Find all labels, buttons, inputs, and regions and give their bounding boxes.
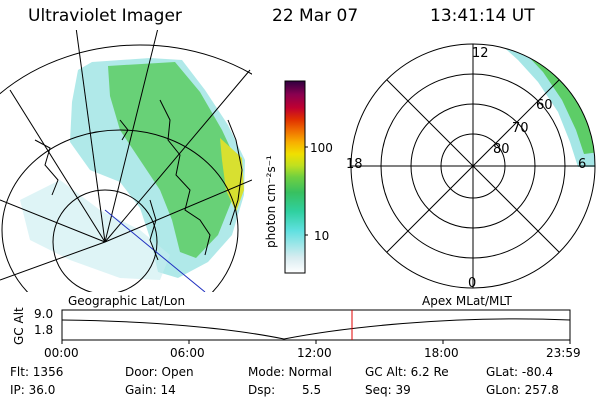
coastline [119,119,129,141]
mlt-label-0: 0 [468,276,477,291]
timeline-ytick-bottom: 1.8 [34,323,54,337]
ip-value: IP: 36.0 [10,383,56,397]
altitude-timeline [61,309,571,344]
coastline [149,199,159,261]
timeline-xtick: 18:00 [424,346,459,360]
meridian-line [104,69,251,243]
sequence-number: Seq: 39 [365,383,411,397]
geo-longitude: GLon: 257.8 [486,383,559,397]
timeline-xtick: 23:59 [546,346,581,360]
altitude-curve [61,318,571,340]
geo-latitude: GLat: -80.4 [486,365,553,379]
mlt-label-18: 18 [346,157,363,172]
geographic-map [0,30,252,292]
mlt-meridian-diag [386,79,560,253]
mlt-label-6: 6 [578,157,587,172]
meridian-line [104,30,159,243]
mode-value: Mode: Normal [248,365,332,379]
latitude-circle-inner [52,189,158,292]
dsp-label: Dsp: [248,383,276,397]
mlat-label-70: 70 [512,121,529,136]
flight-number: Flt: 1356 [10,365,64,379]
mlat-label-80: 80 [493,142,510,157]
terminator-line [104,209,206,292]
timeline-ylabel: GC Alt [12,307,26,345]
coastline [34,139,59,196]
coastline [227,119,243,226]
colorbar-tick-100: 100 [310,141,333,155]
gc-altitude: GC Alt: 6.2 Re [365,365,449,379]
meridian-line [104,179,252,243]
meridian-line [9,89,106,243]
dsp-value: 5.5 [302,383,322,397]
instrument-title: Ultraviolet Imager [28,6,182,26]
meridian-line [0,241,106,281]
left-panel-label: Geographic Lat/Lon [68,294,186,308]
mlat-label-60: 60 [536,98,553,113]
colorbar-tick-10: 10 [314,229,330,243]
meridian-line [0,199,106,243]
colorbar [284,80,308,274]
polar-plot [350,43,596,289]
emission-auroral-peak [220,138,244,212]
timeline-xtick: 06:00 [170,346,205,360]
timeline-ytick-top: 9.0 [34,307,54,321]
emission-swath-green [108,62,236,258]
latitude-circle-outer [0,44,252,95]
gain-value: Gain: 14 [125,383,176,397]
time-label: 13:41:14 UT [430,6,535,26]
timeline-xtick: 12:00 [297,346,332,360]
colorbar-unit-label: photon cm⁻²s⁻¹ [264,155,278,248]
emission-speckle-region [20,180,170,280]
date-label: 22 Mar 07 [272,6,359,26]
latitude-circle-mid [1,129,239,292]
right-panel-label: Apex MLat/MLT [422,294,512,308]
coastline [159,99,211,256]
timeline-frame [61,309,571,341]
meridian-line [75,30,106,243]
mlt-label-12: 12 [472,46,489,61]
timeline-xtick: 00:00 [44,346,79,360]
door-status: Door: Open [125,365,194,379]
